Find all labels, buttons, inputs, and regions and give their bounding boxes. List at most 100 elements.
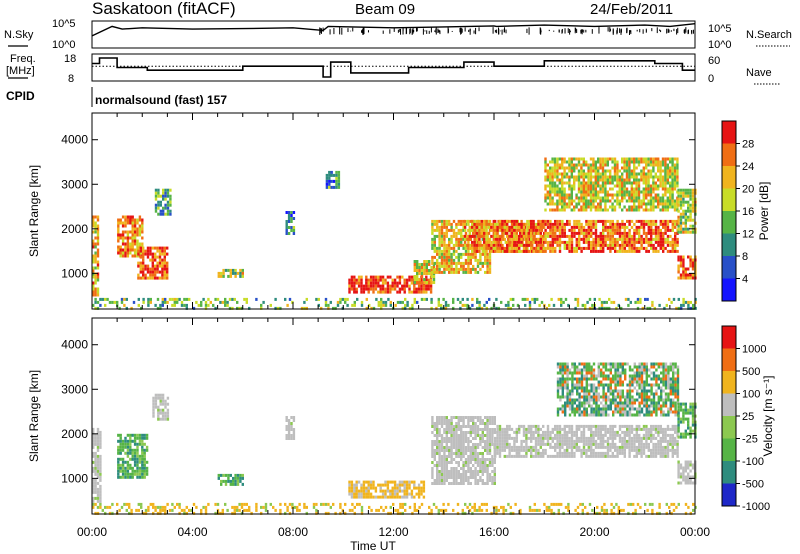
colorbar-segment	[722, 233, 736, 256]
heatmap-cell	[561, 190, 564, 194]
heatmap-cell	[433, 458, 436, 461]
heatmap-cell	[594, 445, 598, 449]
heatmap-cell	[549, 181, 552, 185]
heatmap-cell	[166, 264, 169, 268]
heatmap-cell	[433, 422, 436, 425]
heatmap-cell	[645, 205, 648, 209]
heatmap-cell	[604, 243, 607, 247]
heatmap-cell	[129, 221, 132, 225]
heatmap-cell	[573, 166, 576, 170]
heatmap-cell	[542, 237, 545, 241]
heatmap-cell	[563, 424, 566, 428]
heatmap-cell	[166, 417, 170, 421]
heatmap-cell	[440, 443, 444, 446]
heatmap-cell	[539, 249, 542, 253]
heatmap-cell	[367, 492, 370, 496]
heatmap-cell	[604, 184, 607, 188]
heatmap-cell	[443, 267, 446, 271]
heatmap-cell	[597, 445, 600, 449]
heatmap-cell	[577, 202, 581, 206]
heatmap-cell	[567, 303, 570, 307]
heatmap-cell	[445, 264, 448, 268]
heatmap-cell	[457, 470, 460, 473]
heatmap-cell	[553, 184, 557, 188]
heatmap-cell	[285, 229, 288, 232]
heatmap-cell	[384, 300, 388, 304]
heatmap-cell	[644, 297, 647, 301]
heatmap-cell	[659, 178, 662, 182]
heatmap-cell	[124, 242, 127, 246]
heatmap-cell	[486, 261, 489, 265]
heatmap-cell	[506, 427, 509, 431]
heatmap-cell	[164, 300, 167, 304]
heatmap-cell	[558, 181, 561, 185]
heatmap-cell	[141, 457, 144, 461]
heatmap-cell	[126, 469, 130, 473]
heatmap-cell	[561, 231, 564, 235]
heatmap-cell	[386, 483, 390, 487]
heatmap-cell	[503, 445, 506, 449]
heatmap-cell	[659, 175, 662, 179]
heatmap-cell	[126, 454, 130, 458]
heatmap-cell	[689, 215, 692, 219]
heatmap-cell	[621, 196, 624, 200]
heatmap-cell	[594, 430, 598, 434]
heatmap-cell	[573, 430, 576, 434]
heatmap-cell	[436, 464, 439, 467]
heatmap-cell	[447, 303, 450, 307]
colorbar-segment	[722, 278, 736, 301]
heatmap-cell	[604, 240, 607, 244]
heatmap-cell	[162, 206, 165, 210]
heatmap-cell	[491, 422, 494, 425]
heatmap-cell	[687, 303, 690, 307]
heatmap-cell	[544, 222, 547, 226]
heatmap-cell	[463, 243, 467, 247]
heatmap-cell	[472, 255, 475, 259]
heatmap-cell	[684, 276, 687, 280]
heatmap-cell	[503, 219, 506, 223]
heatmap-cell	[530, 424, 533, 428]
heatmap-cell	[398, 290, 402, 294]
heatmap-cell	[613, 157, 617, 161]
heatmap-cell	[483, 231, 486, 235]
heatmap-cell	[455, 446, 458, 449]
heatmap-cell	[538, 303, 541, 307]
heatmap-cell	[334, 306, 337, 310]
heatmap-cell	[497, 219, 500, 223]
heatmap-cell	[664, 202, 667, 206]
heatmap-cell	[638, 451, 641, 455]
heatmap-cell	[463, 234, 467, 238]
heatmap-cell	[503, 246, 506, 250]
heatmap-cell	[389, 284, 392, 288]
heatmap-cell	[486, 416, 489, 419]
heatmap-cell	[590, 442, 593, 446]
heatmap-cell	[599, 427, 602, 431]
heatmap-cell	[241, 476, 244, 480]
heatmap-cell	[462, 482, 465, 485]
heatmap-cell	[599, 436, 602, 440]
heatmap-cell	[664, 193, 667, 197]
heatmap-cell	[143, 469, 146, 473]
heatmap-cell	[684, 218, 687, 222]
heatmap-cell	[479, 464, 482, 467]
heatmap-cell	[520, 442, 523, 446]
heatmap-cell	[360, 303, 364, 307]
heatmap-cell	[444, 300, 448, 304]
heatmap-cell	[673, 178, 677, 182]
heatmap-cell	[592, 225, 595, 229]
heatmap-cell	[597, 208, 600, 212]
heatmap-cell	[478, 237, 481, 241]
heatmap-cell	[654, 172, 657, 176]
heatmap-cell	[96, 218, 100, 222]
heatmap-cell	[429, 284, 433, 288]
heatmap-cell	[520, 243, 523, 247]
heatmap-cell	[450, 234, 453, 238]
heatmap-cell	[654, 205, 657, 209]
heatmap-cell	[621, 166, 624, 170]
heatmap-cell	[494, 454, 497, 458]
heatmap-cell	[592, 439, 595, 443]
heatmap-cell	[561, 187, 564, 191]
heatmap-cell	[274, 297, 277, 301]
heatmap-cell	[590, 451, 593, 455]
